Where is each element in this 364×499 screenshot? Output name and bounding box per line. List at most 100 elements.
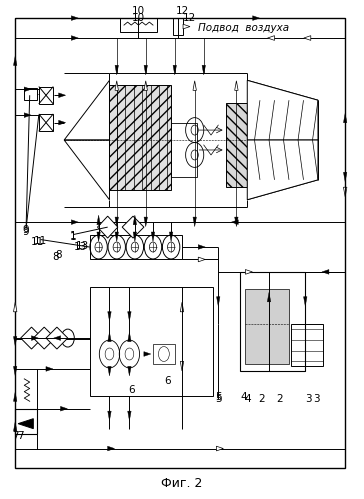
Text: 11: 11 (30, 237, 44, 247)
Polygon shape (267, 292, 271, 302)
Polygon shape (304, 297, 307, 306)
Polygon shape (253, 16, 260, 20)
Polygon shape (13, 302, 17, 312)
Text: 1: 1 (70, 232, 76, 242)
Bar (226, 103, 247, 187)
Polygon shape (24, 113, 31, 117)
Polygon shape (71, 35, 78, 40)
Polygon shape (247, 80, 318, 140)
Polygon shape (108, 332, 111, 342)
Polygon shape (13, 366, 17, 376)
Polygon shape (115, 232, 118, 242)
Polygon shape (202, 65, 205, 75)
Polygon shape (193, 81, 197, 90)
Bar (90, 287, 213, 396)
Polygon shape (231, 220, 238, 225)
Polygon shape (198, 257, 205, 262)
Bar (110, 85, 171, 190)
Polygon shape (13, 422, 17, 431)
Polygon shape (43, 337, 50, 341)
Polygon shape (71, 16, 78, 20)
Bar (39, 114, 53, 131)
Text: 9: 9 (23, 227, 29, 237)
Polygon shape (344, 172, 347, 182)
Text: 13: 13 (76, 241, 89, 251)
Bar (120, 18, 157, 32)
Text: 11: 11 (34, 236, 47, 246)
Polygon shape (108, 411, 111, 421)
Polygon shape (193, 217, 197, 227)
Bar (153, 344, 175, 364)
Polygon shape (180, 361, 184, 371)
Polygon shape (108, 311, 111, 321)
Text: 12: 12 (183, 13, 196, 23)
Text: 9: 9 (23, 225, 29, 235)
Text: 3: 3 (313, 394, 320, 404)
Bar (173, 18, 183, 34)
Polygon shape (144, 217, 147, 227)
Text: 8: 8 (55, 250, 62, 260)
Polygon shape (198, 245, 205, 250)
Bar (90, 235, 182, 259)
Polygon shape (245, 269, 252, 274)
Text: 5: 5 (215, 394, 222, 404)
Polygon shape (54, 336, 60, 340)
Polygon shape (144, 81, 147, 90)
Polygon shape (97, 232, 100, 242)
Text: Фиг. 2: Фиг. 2 (161, 477, 203, 490)
Polygon shape (115, 81, 118, 90)
Polygon shape (144, 65, 147, 75)
Polygon shape (122, 216, 144, 238)
Bar (39, 86, 53, 104)
Polygon shape (71, 220, 78, 225)
Text: 6: 6 (164, 376, 171, 386)
Polygon shape (180, 302, 184, 312)
Text: 13: 13 (74, 242, 87, 252)
Text: Подвод  воздуха: Подвод воздуха (198, 23, 289, 33)
Polygon shape (59, 120, 66, 125)
Polygon shape (173, 65, 177, 75)
Bar (24, 88, 37, 100)
Text: 7: 7 (12, 431, 19, 441)
Polygon shape (128, 311, 131, 321)
Polygon shape (18, 419, 33, 429)
Polygon shape (322, 269, 329, 274)
Polygon shape (169, 232, 173, 242)
Polygon shape (235, 81, 238, 90)
Text: 3: 3 (306, 394, 312, 404)
Text: 12: 12 (175, 5, 189, 15)
Polygon shape (60, 406, 67, 411)
Text: 6: 6 (128, 385, 135, 395)
Polygon shape (33, 327, 55, 349)
Bar (15, 409, 37, 434)
Polygon shape (344, 113, 347, 123)
Polygon shape (344, 187, 347, 197)
Polygon shape (115, 217, 118, 227)
Polygon shape (247, 140, 318, 200)
Polygon shape (133, 215, 136, 225)
Polygon shape (46, 327, 68, 349)
Polygon shape (24, 87, 31, 92)
Polygon shape (46, 367, 53, 371)
Polygon shape (13, 336, 17, 346)
Text: 4: 4 (244, 394, 250, 404)
Polygon shape (216, 446, 223, 451)
Text: 4: 4 (240, 392, 247, 402)
Polygon shape (304, 35, 311, 40)
Bar (240, 272, 305, 371)
Polygon shape (128, 332, 131, 342)
Polygon shape (144, 352, 151, 356)
Bar (171, 123, 197, 177)
Polygon shape (108, 446, 115, 451)
Polygon shape (13, 392, 17, 401)
Text: 7: 7 (17, 431, 24, 441)
Polygon shape (98, 216, 118, 238)
Polygon shape (13, 56, 17, 65)
Polygon shape (268, 35, 274, 40)
Polygon shape (128, 411, 131, 421)
Text: 10: 10 (132, 5, 145, 15)
Polygon shape (151, 232, 155, 242)
Text: 8: 8 (52, 252, 58, 262)
Text: 2: 2 (258, 394, 265, 404)
Polygon shape (108, 366, 111, 376)
